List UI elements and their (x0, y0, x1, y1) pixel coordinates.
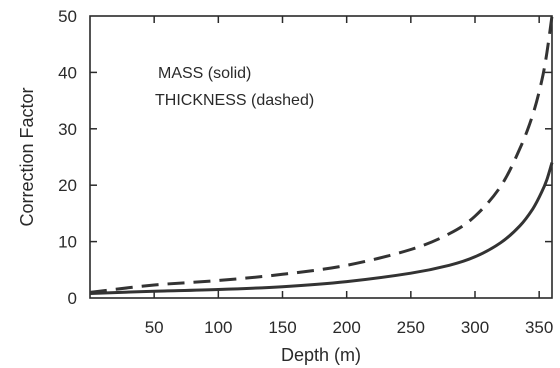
x-tick-label: 350 (525, 318, 553, 337)
x-tick-label: 100 (204, 318, 232, 337)
y-axis-title: Correction Factor (17, 87, 37, 226)
y-tick-label: 20 (58, 176, 77, 195)
thickness-curve (89, 15, 554, 294)
annotation-mass: MASS (solid) (158, 65, 251, 82)
x-tick-label: 150 (268, 318, 296, 337)
x-tick-label: 200 (332, 318, 360, 337)
annotation-thickness: THICKNESS (dashed) (155, 92, 314, 109)
series-layer (89, 15, 554, 295)
ticks-layer: 50 100 150 200 250 300 350 0 10 20 30 40 50 (58, 7, 553, 337)
x-tick-label: 300 (461, 318, 489, 337)
y-tick-label: 0 (68, 289, 77, 308)
y-tick-label: 50 (58, 7, 77, 26)
mass-curve (89, 162, 554, 295)
x-tick-label: 250 (397, 318, 425, 337)
x-tick-label: 50 (145, 318, 164, 337)
plot-frame (89, 15, 553, 299)
x-axis-title: Depth (m) (281, 345, 361, 365)
y-tick-label: 30 (58, 120, 77, 139)
y-tick-label: 40 (58, 63, 77, 82)
y-tick-label: 10 (58, 233, 77, 252)
